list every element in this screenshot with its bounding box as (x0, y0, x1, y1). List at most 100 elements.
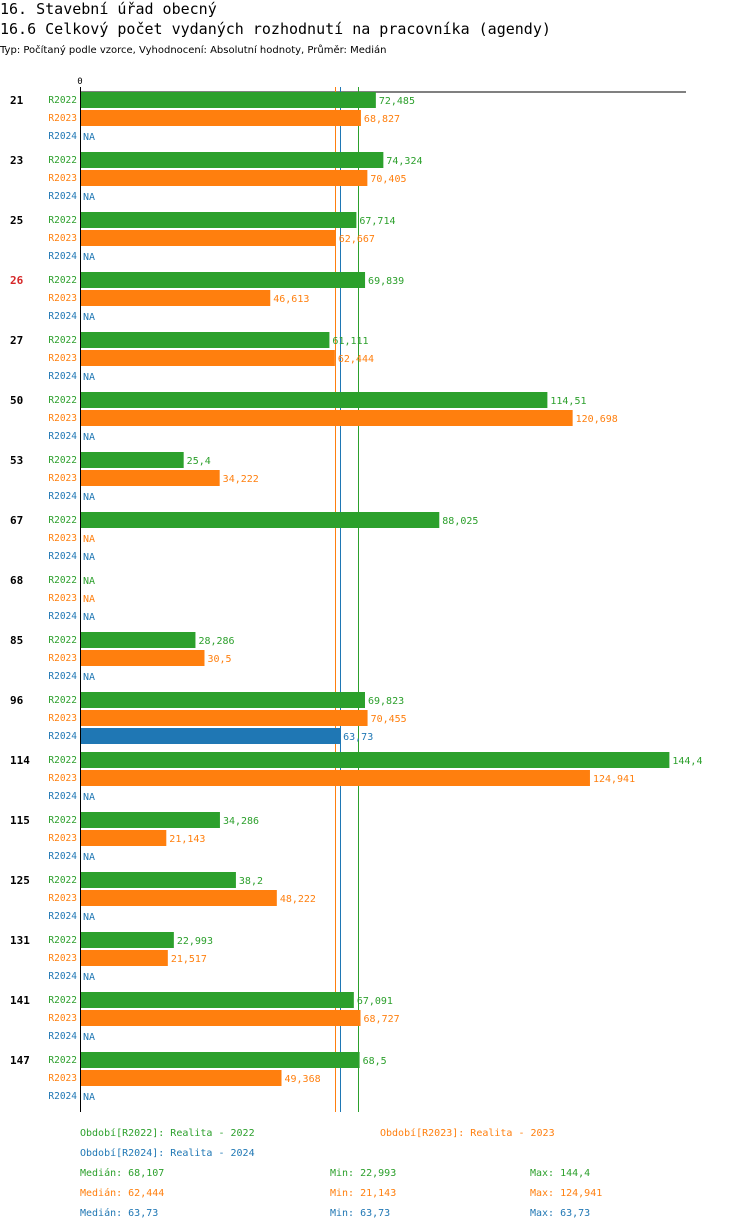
series-label: R2024 (48, 311, 77, 322)
category-label: 141 (10, 994, 30, 1007)
bar (80, 890, 277, 906)
bar (80, 410, 573, 426)
bar (80, 452, 184, 468)
bar (80, 110, 361, 126)
data-label: NA (83, 792, 95, 803)
series-label: R2023 (48, 113, 77, 124)
data-label: 68,727 (364, 1014, 400, 1025)
data-label: 74,324 (386, 156, 422, 167)
series-label: R2023 (48, 233, 77, 244)
data-label: 49,368 (285, 1074, 321, 1085)
bar (80, 470, 220, 486)
data-label: NA (83, 1092, 95, 1103)
data-label: 22,993 (177, 936, 213, 947)
series-label: R2022 (48, 1055, 77, 1066)
data-label: NA (83, 594, 95, 605)
series-label: R2022 (48, 755, 77, 766)
bar (80, 350, 335, 366)
category-label: 27 (10, 334, 23, 347)
chart-subtitle: Typ: Počítaný podle vzorce, Vyhodnocení:… (0, 45, 387, 56)
data-label: 72,485 (379, 96, 415, 107)
series-label: R2023 (48, 713, 77, 724)
bar (80, 230, 336, 246)
series-label: R2024 (48, 431, 77, 442)
bar (80, 92, 376, 108)
category-label: 50 (10, 394, 23, 407)
series-label: R2023 (48, 533, 77, 544)
data-label: 69,839 (368, 276, 404, 287)
data-label: 28,286 (198, 636, 234, 647)
series-label: R2024 (48, 1031, 77, 1042)
bar (80, 932, 174, 948)
bar (80, 272, 366, 288)
bar (80, 710, 368, 726)
series-label: R2022 (48, 455, 77, 466)
data-label: 62,667 (339, 234, 375, 245)
data-label: NA (83, 972, 95, 983)
series-label: R2024 (48, 371, 77, 382)
series-label: R2023 (48, 893, 77, 904)
bar (80, 170, 368, 186)
bar (80, 1010, 361, 1026)
legend-r2024: Období[R2024]: Realita - 2024 (80, 1148, 255, 1159)
stat-median-r2022: Medián: 68,107 (80, 1168, 165, 1179)
series-label: R2024 (48, 611, 77, 622)
series-label: R2024 (48, 911, 77, 922)
bar (80, 950, 168, 966)
data-label: NA (83, 612, 95, 623)
category-label: 131 (10, 934, 30, 947)
series-label: R2023 (48, 653, 77, 664)
series-label: R2022 (48, 395, 77, 406)
data-label: 30,5 (207, 654, 231, 665)
series-label: R2024 (48, 731, 77, 742)
category-label: 53 (10, 454, 23, 467)
series-label: R2024 (48, 851, 77, 862)
data-label: NA (83, 552, 95, 563)
series-label: R2023 (48, 473, 77, 484)
bar (80, 392, 548, 408)
bar (80, 152, 384, 168)
data-label: NA (83, 492, 95, 503)
series-label: R2022 (48, 215, 77, 226)
category-label: 25 (10, 214, 23, 227)
bar (80, 770, 590, 786)
data-label: 70,405 (370, 174, 406, 185)
data-label: 21,143 (169, 834, 205, 845)
series-label: R2023 (48, 773, 77, 784)
series-label: R2023 (48, 1073, 77, 1084)
series-label: R2024 (48, 131, 77, 142)
series-label: R2024 (48, 791, 77, 802)
bar (80, 212, 357, 228)
stat-max-r2022: Max: 144,4 (530, 1168, 591, 1179)
data-label: 61,111 (332, 336, 368, 347)
category-label: 96 (10, 694, 24, 707)
series-label: R2022 (48, 275, 77, 286)
category-label: 114 (10, 754, 30, 767)
bar (80, 752, 670, 768)
bar (80, 830, 167, 846)
category-label: 85 (10, 634, 23, 647)
category-label: 68 (10, 574, 23, 587)
data-label: 114,51 (550, 396, 586, 407)
data-label: 68,827 (364, 114, 400, 125)
series-label: R2023 (48, 353, 77, 364)
bar (80, 992, 354, 1008)
data-label: 124,941 (593, 774, 635, 785)
series-label: R2022 (48, 935, 77, 946)
bar (80, 872, 236, 888)
data-label: 48,222 (280, 894, 316, 905)
series-label: R2024 (48, 551, 77, 562)
bar (80, 650, 205, 666)
category-label: 115 (10, 814, 30, 827)
series-label: R2023 (48, 173, 77, 184)
bar (80, 1070, 282, 1086)
series-label: R2024 (48, 1091, 77, 1102)
chart-title: 16.6 Celkový počet vydaných rozhodnutí n… (0, 20, 551, 38)
series-label: R2022 (48, 995, 77, 1006)
data-label: NA (83, 192, 95, 203)
category-label: 125 (10, 874, 30, 887)
data-label: 63,73 (343, 732, 373, 743)
category-label: 26 (10, 274, 24, 287)
data-label: 144,4 (672, 756, 702, 767)
series-label: R2023 (48, 833, 77, 844)
